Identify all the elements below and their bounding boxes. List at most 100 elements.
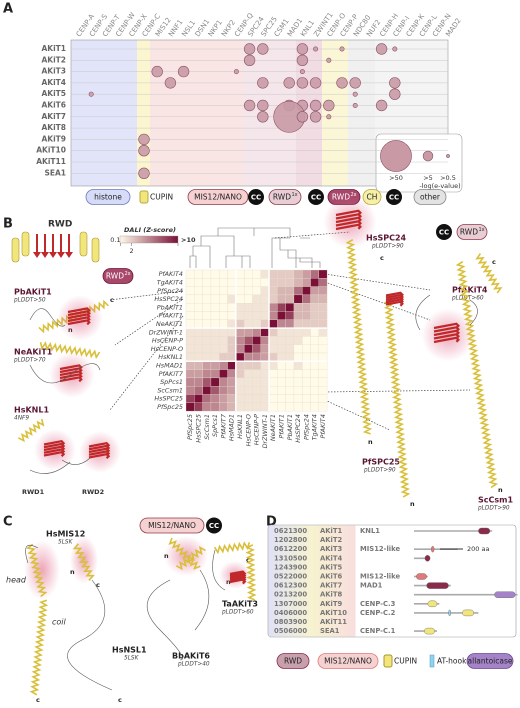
helix	[213, 541, 251, 555]
heatmap-cell	[219, 311, 228, 320]
gene-id: 1202800	[274, 536, 307, 544]
bubble	[177, 65, 190, 78]
gene-id: 0621300	[274, 527, 307, 535]
heatmap-cell	[277, 294, 286, 304]
colorbar-label: 2	[130, 247, 134, 255]
structure-name: ScCsm1	[478, 496, 513, 505]
cc-label: CC	[209, 522, 219, 530]
badge-label: RWD	[106, 272, 124, 281]
band-cupin	[137, 40, 150, 186]
heatmap-cell	[185, 303, 195, 312]
legend-label: CUPIN	[394, 657, 417, 666]
panel-letter: A	[3, 2, 13, 17]
heatmap-cell	[302, 336, 311, 345]
loop	[29, 308, 66, 327]
legend-label: MIS12/NANO	[324, 657, 372, 666]
heatmap-cell	[302, 286, 311, 296]
bubble	[375, 43, 388, 55]
bubble	[326, 114, 332, 120]
heatmap-cell	[252, 327, 261, 337]
heatmap-cell	[252, 319, 261, 329]
heatmap-cell	[268, 278, 278, 287]
row-label: AKiT10	[36, 146, 66, 155]
heatmap-cell	[293, 286, 303, 296]
heatmap-cell	[210, 386, 220, 395]
structure-name: NeAKiT1	[14, 348, 53, 357]
heatmap-cell	[185, 377, 195, 387]
heatmap-cell	[277, 369, 286, 379]
heatmap-cell	[318, 344, 328, 354]
heatmap-cell	[227, 386, 236, 395]
domain	[424, 555, 431, 562]
gene-name: AKiT9	[320, 600, 342, 608]
glow	[70, 536, 98, 584]
structure-note: pLDDT>40	[177, 662, 210, 668]
heatmap-cell	[243, 269, 253, 279]
heatmap-cell	[302, 394, 311, 403]
cc-label: CC	[251, 194, 261, 202]
structure-name: HsNSL1	[112, 646, 147, 655]
badge	[276, 653, 310, 669]
heatmap-cell	[210, 402, 220, 412]
heatmap-cell	[268, 336, 278, 345]
heatmap-cell	[302, 327, 311, 337]
heatmap-cell	[310, 303, 319, 312]
heatmap-cell	[318, 377, 328, 387]
heatmap-cell	[318, 336, 328, 345]
heatmap-cell	[302, 386, 311, 395]
heatmap-cell	[260, 352, 270, 362]
bubble	[313, 46, 319, 52]
heatmap-cell	[302, 269, 311, 279]
badge	[85, 189, 131, 205]
heatmap-cell	[293, 269, 303, 279]
heatmap-cell	[235, 269, 245, 279]
loop	[415, 294, 478, 331]
heatmap-cell	[202, 319, 212, 329]
heatmap-cell	[194, 361, 203, 370]
colorbar-label: >10	[181, 236, 196, 244]
badge-label: RWD	[460, 228, 478, 237]
band-cc	[348, 40, 375, 186]
heatmap-cell	[252, 344, 261, 354]
heatmap-cell	[185, 311, 195, 320]
heatmap-cell	[260, 294, 270, 304]
bubble	[349, 77, 361, 89]
heatmap-cell	[318, 394, 328, 403]
heatmap-cell	[268, 352, 278, 362]
column-label: HsCENP-O	[244, 414, 252, 446]
heatmap-cell	[235, 352, 245, 362]
gene-name: SEA1	[320, 627, 340, 635]
heatmap-cell	[302, 344, 311, 354]
heatmap-cell	[202, 361, 212, 370]
bubble	[138, 145, 150, 157]
heatmap-cell	[227, 286, 236, 296]
heatmap-cell	[310, 336, 319, 345]
heatmap-cell	[219, 294, 228, 304]
heatmap-cell	[202, 377, 212, 387]
structure-note: 4NF9	[14, 416, 29, 422]
legend-label: >5	[423, 174, 433, 182]
subdomain-label: RWD1	[22, 488, 45, 496]
beta-strand	[433, 336, 460, 344]
domain	[427, 600, 438, 607]
heatmap-cell	[202, 311, 212, 320]
domain	[494, 591, 516, 598]
heatmap-cell	[210, 344, 220, 354]
heatmap-cell	[219, 386, 228, 395]
heatmap-cell	[310, 319, 319, 329]
bubble	[138, 133, 150, 146]
heatmap-cell	[310, 402, 319, 412]
heatmap-cell	[219, 394, 228, 403]
bubble	[336, 77, 348, 89]
heatmap-cell	[194, 294, 203, 304]
heatmap-cell	[285, 377, 295, 387]
gene-name: AKiT3	[320, 545, 342, 553]
row-label: AKiT5	[41, 89, 66, 98]
heatmap-cell	[285, 319, 295, 329]
bubble	[88, 91, 94, 97]
bubble	[375, 99, 388, 112]
heatmap-cell	[202, 336, 212, 345]
heatmap-cell	[194, 352, 203, 362]
heatmap-cell	[194, 377, 203, 387]
bubble	[323, 99, 335, 112]
